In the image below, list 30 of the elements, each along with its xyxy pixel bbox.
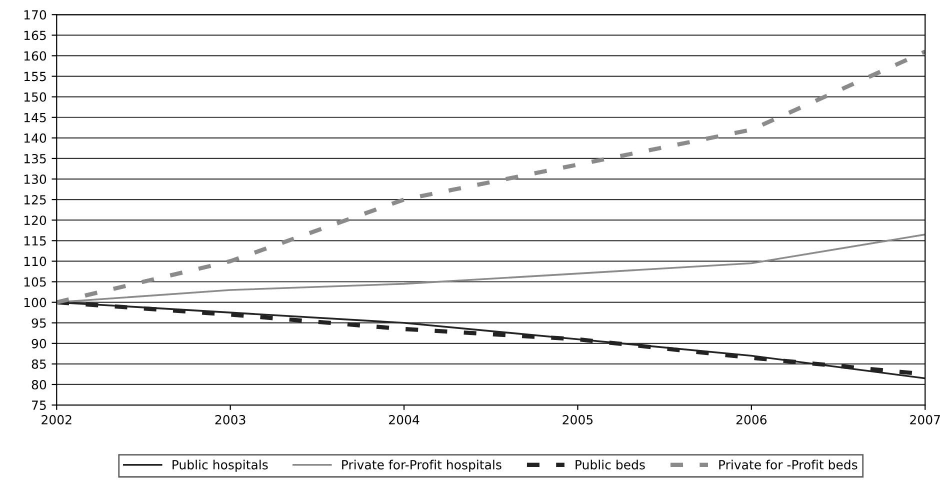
y-tick-label: 105 [24, 277, 46, 287]
y-tick-label: 125 [24, 195, 46, 204]
legend-label: Private for-Profit hospitals [342, 460, 502, 472]
y-tick-label: 130 [24, 174, 46, 184]
y-tick-label: 85 [32, 359, 46, 369]
x-tick-label: 2006 [736, 414, 767, 424]
y-tick-label: 120 [24, 216, 46, 226]
y-tick-label: 135 [24, 154, 46, 164]
y-tick-label: 150 [24, 92, 46, 102]
y-tick-label: 160 [24, 51, 46, 61]
y-tick-label: 115 [24, 236, 46, 246]
y-tick-label: 155 [24, 72, 46, 82]
y-tick-label: 95 [32, 318, 46, 328]
y-tick-label: 145 [24, 113, 46, 122]
y-tick-label: 110 [24, 256, 46, 266]
y-tick-label: 170 [24, 10, 46, 20]
x-tick-label: 2007 [910, 414, 940, 424]
x-tick-label: 2003 [215, 414, 246, 424]
y-tick-label: 140 [24, 133, 46, 143]
y-tick-label: 100 [24, 298, 46, 308]
y-tick-label: 165 [24, 30, 46, 40]
legend-label: Public beds [576, 460, 645, 470]
y-tick-label: 75 [32, 400, 46, 410]
legend-label: Public hospitals [172, 460, 268, 472]
y-tick-label: 80 [32, 380, 46, 390]
x-tick-label: 2005 [562, 414, 593, 424]
x-tick-label: 2004 [389, 414, 420, 424]
legend-label: Private for -Profit beds [719, 460, 858, 470]
y-tick-label: 90 [32, 338, 46, 348]
x-tick-label: 2002 [42, 414, 72, 424]
